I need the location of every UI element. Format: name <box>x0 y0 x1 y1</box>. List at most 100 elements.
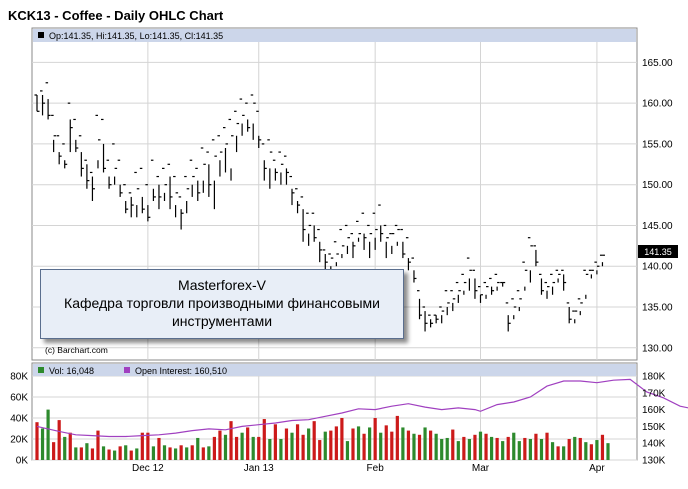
ohlc-bar <box>522 261 528 291</box>
volume-bar <box>295 424 300 460</box>
x-tick-label: Feb <box>367 463 385 474</box>
ohlc-bar <box>95 114 101 169</box>
oi-legend-marker <box>124 367 130 373</box>
ohlc-bar <box>300 196 306 242</box>
volume-bar <box>140 432 144 460</box>
volume-bar <box>135 448 139 460</box>
price-bars <box>34 82 605 332</box>
volume-bar <box>107 449 111 460</box>
volume-bar <box>550 442 555 460</box>
ohlc-bar <box>599 254 605 267</box>
volume-bar <box>124 445 128 460</box>
volume-bar <box>68 432 72 460</box>
ohlc-bar <box>389 233 395 254</box>
ohlc-bar <box>78 135 84 177</box>
oi-tick-label: 160K <box>642 405 666 416</box>
volume-bar <box>451 429 455 460</box>
ohlc-bar <box>189 159 195 197</box>
volume-bar <box>273 424 277 460</box>
ohlc-bar <box>428 314 434 328</box>
ohlc-bar <box>405 237 411 271</box>
volume-bar <box>356 426 361 460</box>
volume-bar <box>434 433 438 460</box>
ohlc-bar <box>466 257 472 291</box>
ohlc-bar <box>267 139 273 189</box>
volume-bar <box>489 436 494 460</box>
ohlc-bar <box>234 110 240 153</box>
ohlc-bar <box>123 184 129 214</box>
ohlc-bar <box>228 118 234 181</box>
volume-bar <box>79 447 83 460</box>
ohlc-bar <box>472 269 478 299</box>
volume-bar <box>473 434 477 460</box>
ohlc-bar <box>217 135 223 177</box>
volume-bar <box>129 450 133 460</box>
volume-bar <box>573 436 577 460</box>
volume-bar <box>101 446 106 460</box>
volume-bar <box>412 433 416 460</box>
volume-bar <box>279 439 283 460</box>
ohlc-legend-marker <box>38 32 44 38</box>
open-interest-line <box>36 378 688 438</box>
ohlc-bar <box>356 220 362 242</box>
ohlc-bar <box>383 224 389 259</box>
ohlc-bar <box>73 118 79 153</box>
volume-bar <box>146 432 150 460</box>
ohlc-bar <box>112 143 118 185</box>
price-tick-label: 150.00 <box>642 180 673 191</box>
volume-bar <box>157 437 161 460</box>
ohlc-bar <box>295 188 301 214</box>
ohlc-bar <box>477 286 483 303</box>
volume-bar <box>35 422 39 460</box>
chart-title: KCK13 - Coffee - Daily OHLC Chart <box>8 8 224 23</box>
ohlc-legend-text: Op:141.35, Hi:141.35, Lo:141.35, Cl:141.… <box>49 31 223 41</box>
ohlc-bar <box>411 257 417 283</box>
volume-bar <box>417 434 422 460</box>
oi-tick-label: 130K <box>642 456 666 467</box>
ohlc-bar <box>40 90 46 116</box>
ohlc-bar <box>34 94 40 112</box>
ohlc-bar <box>162 167 168 201</box>
ohlc-bar <box>184 175 190 214</box>
volume-bar <box>290 432 294 460</box>
volume-tick-label: 80K <box>10 372 28 383</box>
ohlc-bar <box>367 224 373 259</box>
volume-bar <box>46 409 50 460</box>
note-line-3: инструментами <box>171 313 273 329</box>
ohlc-bar <box>84 159 90 189</box>
volume-bar <box>96 430 100 460</box>
volume-bar <box>539 439 544 460</box>
copyright-text: (c) Barchart.com <box>45 345 108 355</box>
volume-bar <box>440 439 444 460</box>
ohlc-bar <box>433 314 439 324</box>
volume-bar <box>212 436 216 460</box>
volume-bar <box>246 427 250 460</box>
volume-bar <box>234 436 239 460</box>
ohlc-bar <box>51 114 57 153</box>
volume-bar <box>52 442 56 460</box>
volume-bar <box>190 445 194 460</box>
volume-bar <box>351 428 355 460</box>
ohlc-bar <box>444 290 450 316</box>
watermark-note: Masterforex-V Кафедра торговли производн… <box>40 269 404 339</box>
volume-bar <box>323 431 327 460</box>
ohlc-bar <box>206 151 212 197</box>
volume-tick-label: 0K <box>16 456 29 467</box>
volume-bar <box>318 440 322 460</box>
volume-bar <box>545 432 549 460</box>
ohlc-bar <box>106 159 112 189</box>
volume-bar <box>406 430 411 460</box>
ohlc-bar <box>289 175 295 206</box>
volume-bar <box>240 432 244 460</box>
ohlc-bar <box>417 290 423 320</box>
last-price-label: 141.35 <box>644 247 672 257</box>
price-tick-label: 165.00 <box>642 58 673 69</box>
ohlc-bar <box>173 175 179 218</box>
ohlc-bar <box>572 310 578 324</box>
ohlc-bar <box>533 245 539 267</box>
ohlc-bar <box>167 163 173 210</box>
ohlc-bar <box>372 212 378 250</box>
volume-bar <box>395 415 399 460</box>
ohlc-bar <box>583 269 589 299</box>
